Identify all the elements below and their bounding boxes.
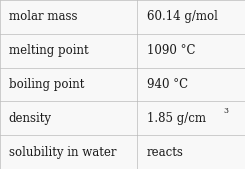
Text: 60.14 g/mol: 60.14 g/mol xyxy=(147,10,218,23)
Text: boiling point: boiling point xyxy=(9,78,84,91)
Text: reacts: reacts xyxy=(147,146,184,159)
Text: melting point: melting point xyxy=(9,44,88,57)
Text: 1.85 g/cm: 1.85 g/cm xyxy=(147,112,206,125)
Text: density: density xyxy=(9,112,52,125)
Text: molar mass: molar mass xyxy=(9,10,77,23)
Text: 940 °C: 940 °C xyxy=(147,78,188,91)
Text: 3: 3 xyxy=(223,107,228,115)
Text: 1090 °C: 1090 °C xyxy=(147,44,196,57)
Text: solubility in water: solubility in water xyxy=(9,146,116,159)
